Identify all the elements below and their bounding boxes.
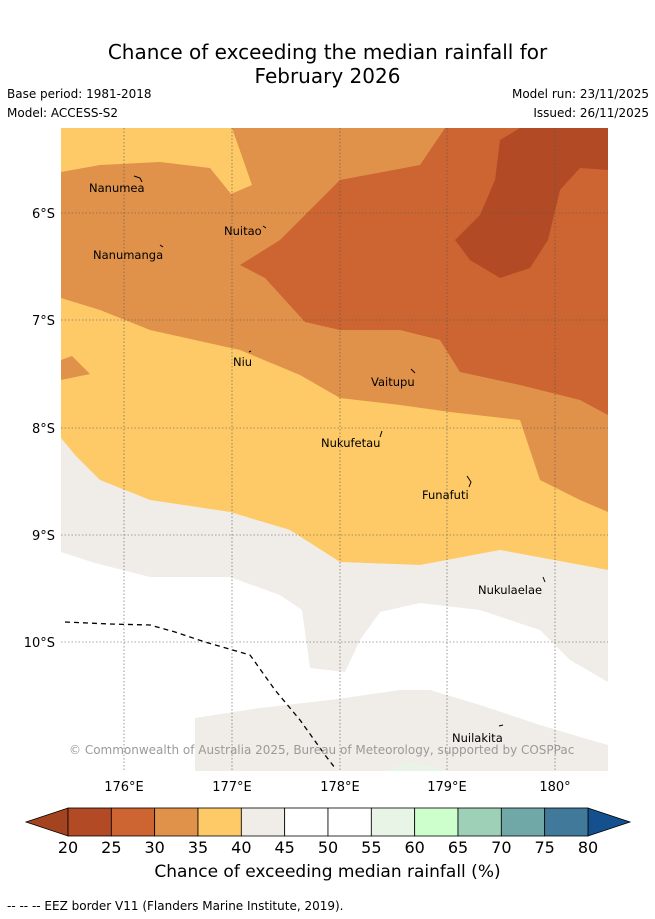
colorbar-tick-label: 65: [448, 838, 468, 857]
colorbar-cell: [240, 807, 286, 837]
base-period: Base period: 1981-2018: [7, 87, 152, 101]
islands: [133, 175, 546, 727]
colorbar-cell: [414, 807, 459, 837]
colorbar-tick-label: 30: [144, 838, 164, 857]
map-plot-area: Nanumea Nuitao Nanumanga Niu Vaitupu Nuk…: [61, 128, 608, 771]
colorbar: 20 25 30 35 40 45 50 55 60 65 70 75 80: [24, 807, 632, 857]
lon-label-176e: 176°E: [104, 780, 144, 795]
colorbar-extend-over: [587, 807, 632, 837]
colorbar-tick-label: 55: [361, 838, 381, 857]
colorbar-cell: [154, 807, 199, 837]
lat-label-10s: 10°S: [24, 636, 55, 651]
island-shape-nukulaelae: [542, 576, 546, 583]
place-label-nuitao: Nuitao: [224, 224, 262, 238]
colorbar-tick-label: 75: [534, 838, 554, 857]
colorbar-extend-under: [24, 807, 69, 837]
region-55-60: [385, 762, 445, 771]
colorbar-cell: [197, 807, 242, 837]
island-shape-vaitupu: [410, 368, 416, 374]
colorbar-tick-label: 25: [101, 838, 121, 857]
place-label-nuilakita: Nuilakita: [452, 731, 503, 745]
place-label-nanumanga: Nanumanga: [93, 248, 163, 262]
model-name: Model: ACCESS-S2: [7, 106, 119, 120]
colorbar-cell: [67, 807, 112, 837]
place-label-nukufetau: Nukufetau: [321, 436, 380, 450]
island-shape-nanumanga: [159, 244, 164, 248]
island-shape-nanumea: [133, 175, 143, 183]
colorbar-tick-label: 45: [274, 838, 294, 857]
region-40-45-south: [195, 690, 608, 771]
lat-label-6s: 6°S: [32, 207, 55, 222]
lon-label-180: 180°: [539, 780, 570, 795]
colorbar-tick-label: 80: [578, 838, 598, 857]
colorbar-tick-label: 20: [58, 838, 78, 857]
colorbar-cell: [327, 807, 372, 837]
place-label-nanumea: Nanumea: [89, 181, 145, 195]
colorbar-tick-label: 35: [188, 838, 208, 857]
map-title: Chance of exceeding the median rainfall …: [0, 40, 655, 88]
title-line-1: Chance of exceeding the median rainfall …: [107, 40, 548, 64]
place-label-niu: Niu: [233, 355, 252, 369]
colorbar-label: Chance of exceeding median rainfall (%): [154, 862, 501, 882]
lat-label-7s: 7°S: [32, 314, 55, 329]
title-line-2: February 2026: [254, 64, 401, 88]
lon-label-178e: 178°E: [320, 780, 360, 795]
colorbar-tick-label: 40: [231, 838, 251, 857]
island-shape-nuitao: [262, 225, 267, 229]
region-40-45: [61, 438, 608, 682]
colorbar-cell: [544, 807, 589, 837]
colorbar-cell: [110, 807, 156, 837]
lon-label-177e: 177°E: [212, 780, 252, 795]
region-20-25: [455, 128, 608, 278]
island-shape-niu: [248, 350, 252, 353]
model-run: Model run: 23/11/2025: [511, 87, 649, 101]
island-shape-nukufetau: [379, 430, 383, 438]
colorbar-tick-label: 70: [491, 838, 511, 857]
eez-legend-note: -- -- -- EEZ border V11 (Flanders Marine…: [7, 899, 344, 913]
colorbar-tick-label: 50: [318, 838, 338, 857]
region-30-35-islet: [61, 356, 90, 380]
lat-label-8s: 8°S: [32, 422, 55, 437]
lon-label-179e: 179°E: [427, 780, 467, 795]
island-shape-nuilakita: [498, 724, 504, 727]
place-label-nukulaelae: Nukulaelae: [478, 583, 542, 597]
island-shape-funafuti: [466, 475, 472, 488]
colorbar-cell: [284, 807, 329, 837]
graticule: [61, 128, 608, 771]
colorbar-cell: [500, 807, 546, 837]
issued-date: Issued: 26/11/2025: [533, 106, 649, 120]
place-label-funafuti: Funafuti: [422, 488, 469, 502]
eez-border: [64, 621, 336, 769]
colorbar-tick-label: 60: [404, 838, 424, 857]
lat-label-9s: 9°S: [32, 529, 55, 544]
colorbar-cell: [457, 807, 502, 837]
copyright-notice: © Commonwealth of Australia 2025, Bureau…: [69, 743, 574, 757]
colorbar-cell: [370, 807, 416, 837]
place-label-vaitupu: Vaitupu: [371, 375, 415, 389]
